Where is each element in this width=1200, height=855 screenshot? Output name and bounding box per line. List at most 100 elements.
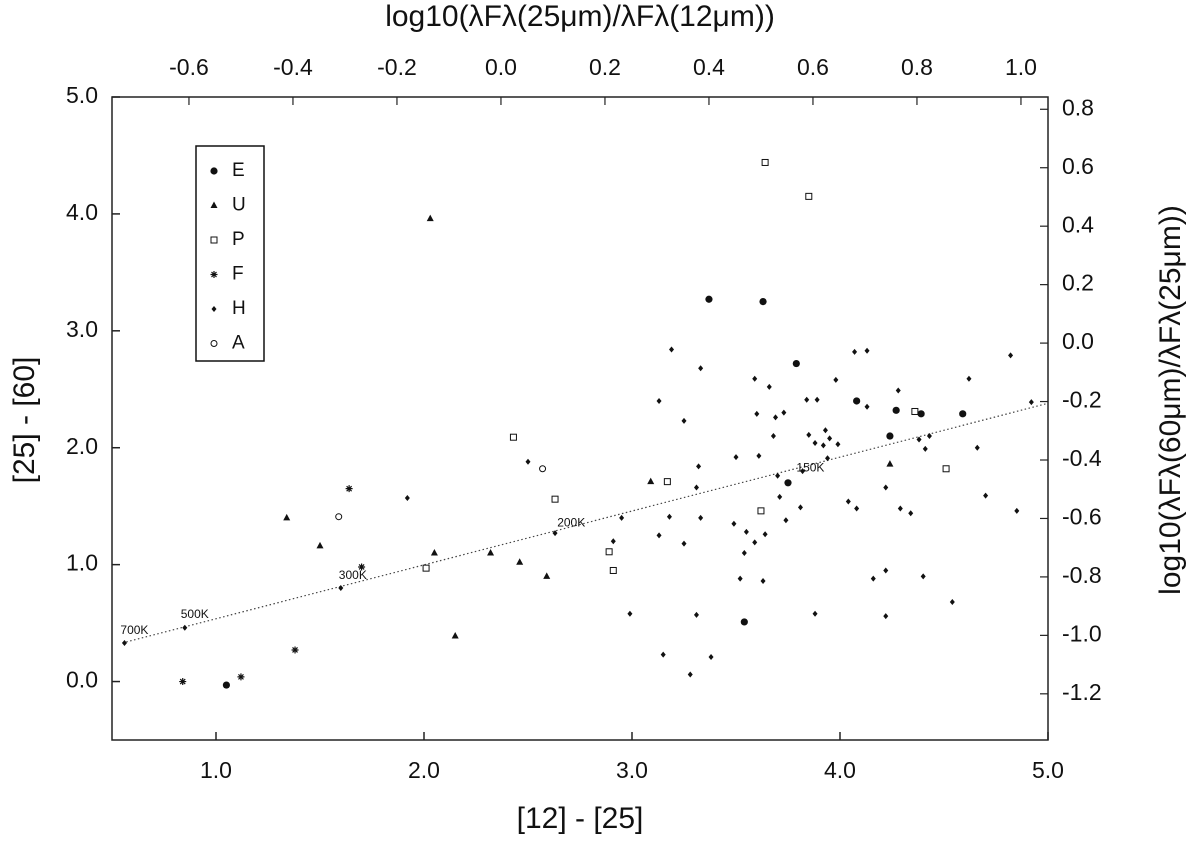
legend-marker [210, 340, 218, 347]
point [917, 410, 925, 418]
point [660, 651, 666, 658]
x-tick-label: 5.0 [1032, 757, 1064, 783]
point [733, 454, 739, 461]
point [942, 465, 950, 473]
point [853, 397, 861, 405]
point [835, 441, 841, 448]
point [335, 513, 343, 521]
point [752, 375, 758, 382]
legend-marker [211, 306, 217, 312]
point [291, 646, 299, 654]
point [827, 435, 833, 442]
point [1028, 399, 1034, 406]
point [864, 403, 870, 410]
legend-label: E [232, 160, 245, 181]
point [708, 653, 714, 660]
point [983, 492, 989, 499]
point [812, 440, 818, 447]
point [283, 513, 291, 521]
point [777, 493, 783, 500]
x2-tick-label: 0.4 [693, 54, 725, 80]
point [551, 495, 559, 503]
point [783, 517, 789, 524]
point [797, 504, 803, 511]
legend-marker [210, 201, 218, 208]
legend-marker [210, 271, 218, 278]
point [812, 610, 818, 617]
x-tick-label: 3.0 [616, 757, 648, 783]
x-tick-label: 2.0 [408, 757, 440, 783]
x-axis-label: [12] - [25] [517, 802, 644, 835]
point [121, 639, 127, 646]
point [911, 407, 919, 415]
y2-tick-label: -0.8 [1062, 562, 1102, 588]
annotation: 700K [120, 623, 148, 637]
point [762, 531, 768, 538]
reference-line [122, 402, 1049, 644]
point [705, 295, 713, 303]
point [770, 433, 776, 440]
annotation: 300K [339, 568, 367, 582]
point [656, 532, 662, 539]
point [833, 376, 839, 383]
point [781, 409, 787, 416]
point [852, 348, 858, 355]
point [687, 671, 693, 678]
x2-tick-label: 0.6 [797, 54, 829, 80]
point [610, 538, 616, 545]
point [316, 541, 324, 549]
point [681, 540, 687, 547]
annotation: 150K [796, 461, 824, 475]
point [182, 624, 188, 631]
plot-frame [111, 96, 1049, 741]
legend-label: A [232, 333, 245, 354]
point [693, 611, 699, 618]
point [756, 452, 762, 459]
y-tick-label: 3.0 [66, 316, 98, 342]
point [773, 414, 779, 421]
y-axis-label: [25] - [60] [8, 357, 41, 484]
point [892, 406, 900, 414]
point [487, 548, 495, 556]
point [864, 347, 870, 354]
point [949, 599, 955, 606]
y-tick-label: 2.0 [66, 433, 98, 459]
x2-tick-label: 0.2 [589, 54, 621, 80]
point [345, 485, 353, 493]
point [666, 513, 672, 520]
point [870, 575, 876, 582]
point [509, 433, 517, 441]
point [698, 514, 704, 521]
point [663, 478, 671, 486]
point [820, 442, 826, 449]
point [854, 505, 860, 512]
point [426, 214, 434, 222]
point [806, 431, 812, 438]
x2-tick-label: -0.2 [377, 54, 417, 80]
point [883, 567, 889, 574]
point [959, 410, 967, 418]
point [908, 510, 914, 517]
legend-label: U [232, 195, 246, 216]
annotation: 500K [181, 607, 209, 621]
point [760, 578, 766, 585]
point [619, 514, 625, 521]
point [743, 528, 749, 535]
legend-label: P [232, 229, 245, 250]
x-tick-label: 4.0 [824, 757, 856, 783]
point [825, 455, 831, 462]
point [430, 548, 438, 556]
legend-box [195, 145, 265, 362]
y2-tick-label: -0.2 [1062, 387, 1102, 413]
y2-tick-label: -1.0 [1062, 620, 1102, 646]
point [974, 444, 980, 451]
y2-tick-label: -0.6 [1062, 504, 1102, 530]
point [800, 468, 806, 475]
x2-tick-label: 0.8 [901, 54, 933, 80]
point [886, 460, 894, 467]
point [966, 375, 972, 382]
point [916, 436, 922, 443]
point [737, 575, 743, 582]
point [525, 458, 531, 465]
